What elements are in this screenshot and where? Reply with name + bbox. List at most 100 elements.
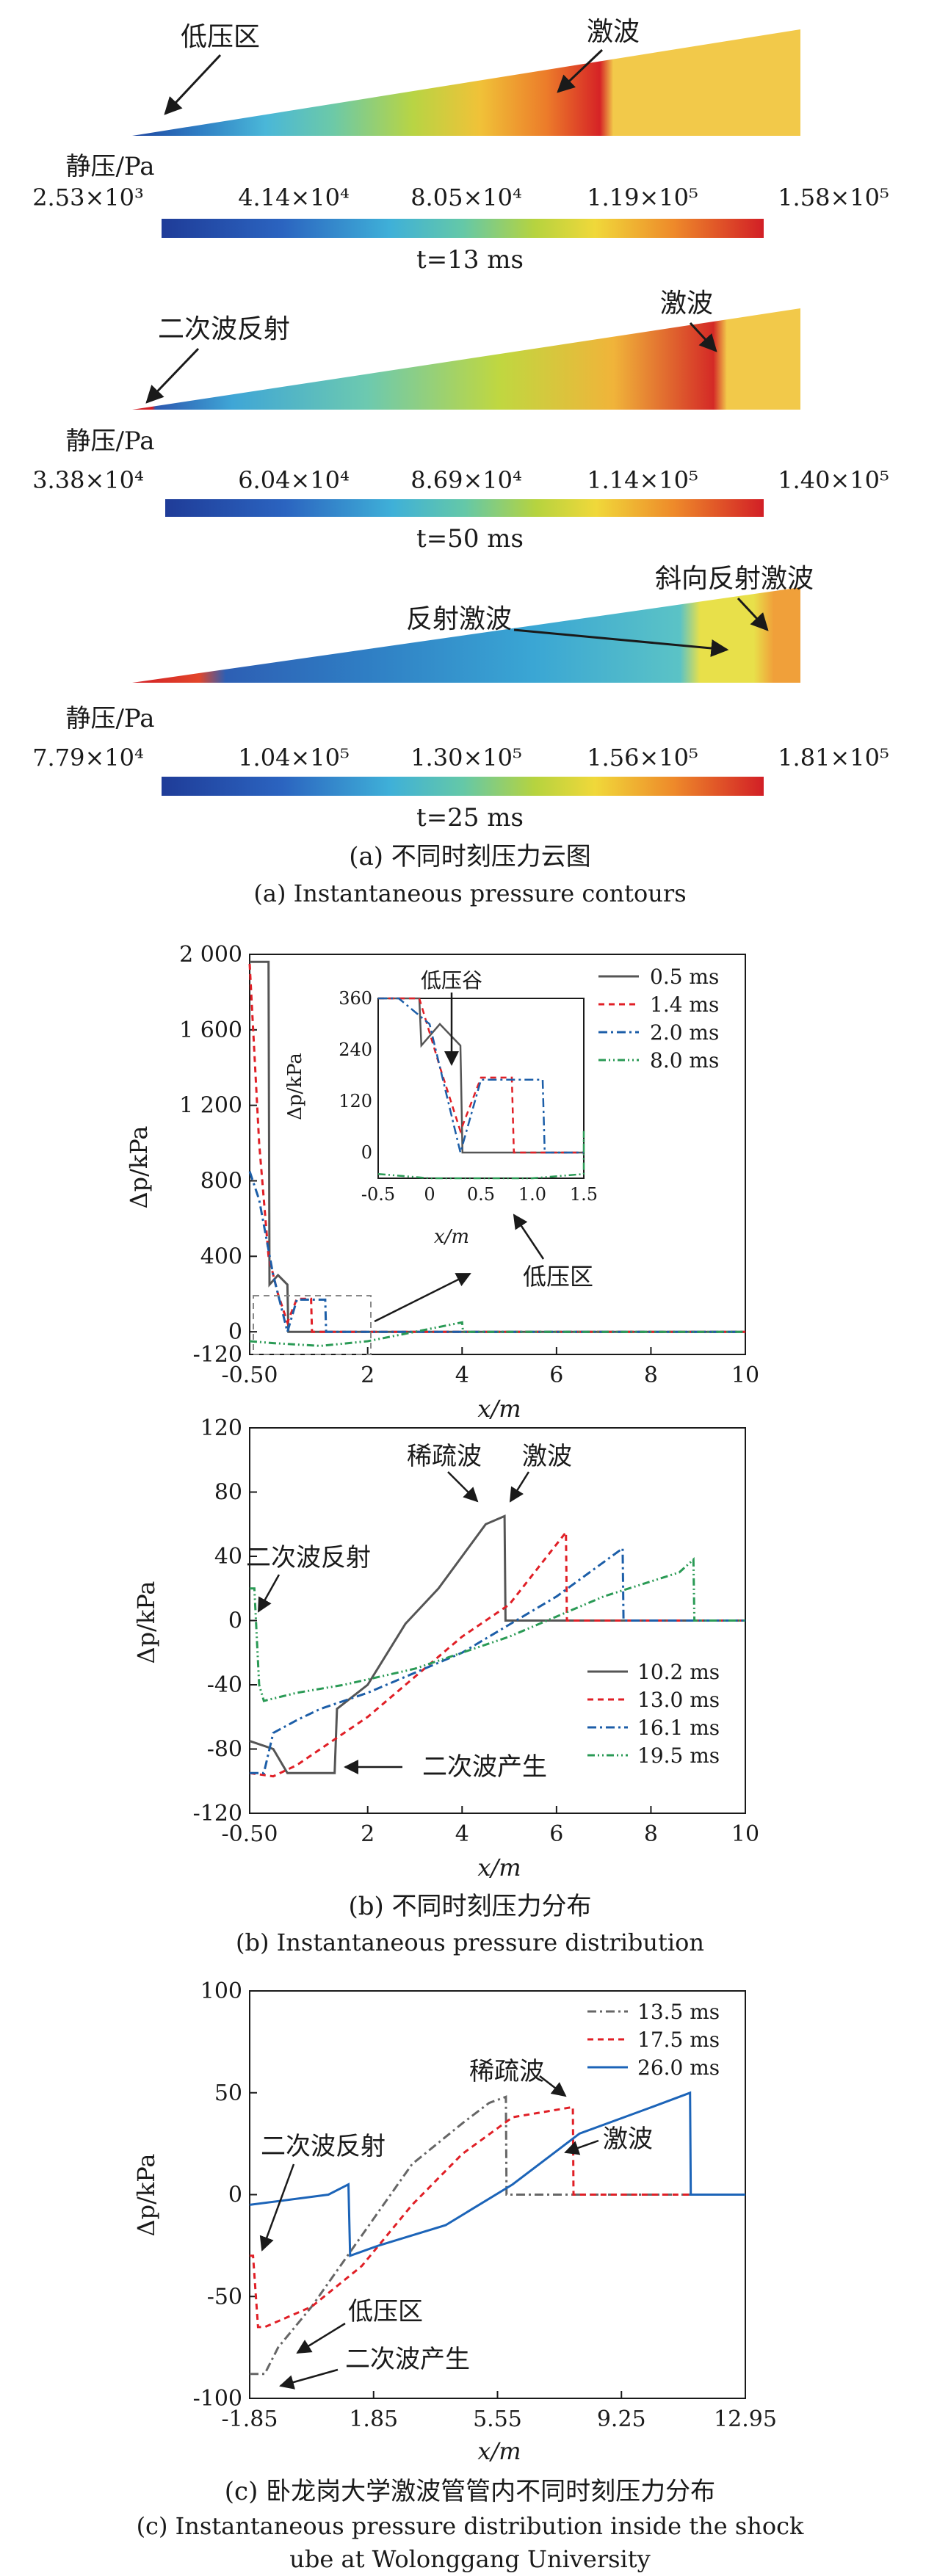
- annotation-shock-c: 激波: [603, 2125, 653, 2154]
- y-tick-label: 1 600: [179, 1017, 242, 1043]
- y-tick-label: -100: [193, 2386, 242, 2412]
- series-group: [248, 960, 745, 1347]
- series-line-1: [250, 2105, 745, 2329]
- contour-pipe-2: [132, 308, 800, 410]
- contour-pipe-1: [132, 29, 800, 136]
- x-tick-label: 6: [549, 1821, 563, 1847]
- y-tick-label: 40: [214, 1544, 242, 1570]
- colorbar-1: [162, 219, 764, 238]
- y-axis-label: Δp/kPa: [132, 2154, 160, 2237]
- x-tick-labels: -0.50 2 4 6 8 10: [222, 1821, 760, 1847]
- inset-annotation-low-valley: 低压谷: [421, 968, 482, 993]
- inset-y-tick-label: 240: [339, 1040, 372, 1060]
- x-tick-label: 4: [455, 1821, 469, 1847]
- annotation-secondary-reflection-a: 二次波反射: [158, 314, 290, 344]
- series-line-0: [249, 1514, 745, 1774]
- x-tick-labels: -1.85 1.85 5.55 9.25 12.95: [222, 2406, 777, 2432]
- inset-x-tick-label: 0: [424, 1184, 435, 1205]
- y-tick-label: 2 000: [179, 942, 242, 968]
- plot-frame: [249, 954, 746, 1355]
- tick-marks: [249, 954, 746, 1355]
- arrow-rarefaction-b2: [447, 1471, 479, 1503]
- y-tick-label: 0: [228, 2183, 242, 2208]
- annotation-shock-b2: 激波: [522, 1442, 572, 1471]
- colorbar-tick: 1.56×10⁵: [587, 744, 698, 772]
- x-tick-label: 2: [361, 1363, 375, 1388]
- contour-pipe-3: [132, 587, 800, 683]
- y-tick-label: -120: [193, 1342, 242, 1368]
- colorbar-tick: 8.69×10⁴: [410, 466, 522, 494]
- x-tick-label: 2: [361, 1821, 375, 1847]
- tick-marks: [249, 1427, 746, 1814]
- legend-label-0: 10.2 ms: [637, 1660, 720, 1684]
- y-tick-label: 1 200: [179, 1093, 242, 1119]
- x-tick-label: 4: [455, 1363, 469, 1388]
- y-tick-label: -80: [207, 1737, 242, 1763]
- x-axis-label: x/m: [477, 2437, 521, 2465]
- colorbar-tick: 7.79×10⁴: [32, 744, 144, 772]
- legend-label-0: 13.5 ms: [637, 2000, 720, 2024]
- x-tick-label: 1.85: [349, 2406, 398, 2432]
- colorbar-2: [165, 499, 764, 517]
- inset-x-tick-label: 1.0: [518, 1184, 546, 1205]
- x-tick-label: 10: [731, 1363, 759, 1388]
- y-tick-label: 800: [200, 1168, 242, 1194]
- inset-x-tick-label: 1.5: [570, 1184, 598, 1205]
- x-tick-label: 10: [731, 1821, 759, 1847]
- caption-c-cn: (c) 卧龙岗大学激波管管内不同时刻压力分布: [225, 2477, 715, 2506]
- tick-marks: [249, 1990, 746, 2399]
- y-tick-labels: -100 -50 0 50 100: [193, 1978, 242, 2412]
- inset-frame: [377, 998, 585, 1179]
- arrow-shock-c: [564, 2139, 599, 2155]
- annotation-shock-1: 激波: [587, 17, 640, 47]
- series-line-2: [249, 2091, 745, 2257]
- caption-c-en-1: (c) Instantaneous pressure distribution …: [137, 2512, 804, 2540]
- x-axis-label: x/m: [477, 1395, 521, 1423]
- series-line-3: [249, 1321, 745, 1347]
- inset-x-tick-label: 0.5: [467, 1184, 495, 1205]
- colorbar-tick: 1.19×10⁵: [587, 184, 698, 211]
- legend-label-2: 26.0 ms: [637, 2056, 720, 2080]
- annotation-rarefaction-c: 稀疏波: [469, 2057, 544, 2086]
- inset-x-tick-label: -0.5: [361, 1184, 395, 1205]
- annotation-secondary-reflection-b2: 二次波反射: [246, 1543, 371, 1572]
- colorbar-title-2: 静压/Pa: [65, 427, 154, 456]
- caption-b-cn: (b) 不同时刻压力分布: [348, 1892, 591, 1921]
- colorbar-tick: 6.04×10⁴: [238, 466, 350, 494]
- legend-label-1: 17.5 ms: [637, 2028, 720, 2052]
- annotation-secondary-generation-b2: 二次波产生: [422, 1752, 547, 1782]
- y-tick-labels: -120 -80 -40 0 40 80 120: [193, 1415, 242, 1826]
- x-tick-label: 6: [549, 1363, 563, 1388]
- annotation-secondary-generation-c: 二次波产生: [345, 2345, 470, 2374]
- x-tick-label: 8: [644, 1821, 658, 1847]
- colorbar-tick: 2.53×10³: [32, 184, 144, 211]
- colorbar-3: [162, 777, 764, 796]
- y-tick-label: 400: [200, 1244, 242, 1269]
- arrow-shock-2: [689, 322, 717, 352]
- x-tick-label: 5.55: [473, 2406, 522, 2432]
- series-group: [249, 1514, 745, 1778]
- colorbar-tick: 1.04×10⁵: [238, 744, 350, 772]
- x-tick-label: 8: [644, 1363, 658, 1388]
- series-line-1: [378, 997, 584, 1154]
- series-line-3: [250, 1557, 745, 1702]
- legend-label-1: 1.4 ms: [650, 993, 719, 1017]
- time-label-3: t=25 ms: [416, 803, 524, 832]
- x-tick-labels: -0.50 2 4 6 8 10: [222, 1363, 760, 1388]
- arrow-low-pressure-c: [296, 2322, 346, 2354]
- y-axis-label: Δp/kPa: [132, 1581, 160, 1664]
- arrow-shock-b2: [509, 1471, 530, 1503]
- inset-y-tick-label: 120: [339, 1091, 372, 1111]
- x-tick-label: 12.95: [714, 2406, 777, 2432]
- x-axis-label: x/m: [477, 1854, 521, 1882]
- legend-b1: 0.5 ms 1.4 ms 2.0 ms 8.0 ms: [598, 965, 719, 1073]
- inset-y-label: Δp/kPa: [284, 1053, 306, 1120]
- colorbar-title-1: 静压/Pa: [65, 152, 154, 181]
- x-tick-label: 9.25: [597, 2406, 646, 2432]
- legend-label-0: 0.5 ms: [650, 965, 719, 989]
- colorbar-ticks-1: 2.53×10³ 4.14×10⁴ 8.05×10⁴ 1.19×10⁵ 1.58…: [32, 184, 889, 211]
- arrow-reflected-shock: [513, 628, 729, 657]
- arrow-secondary-generation-c: [279, 2368, 339, 2390]
